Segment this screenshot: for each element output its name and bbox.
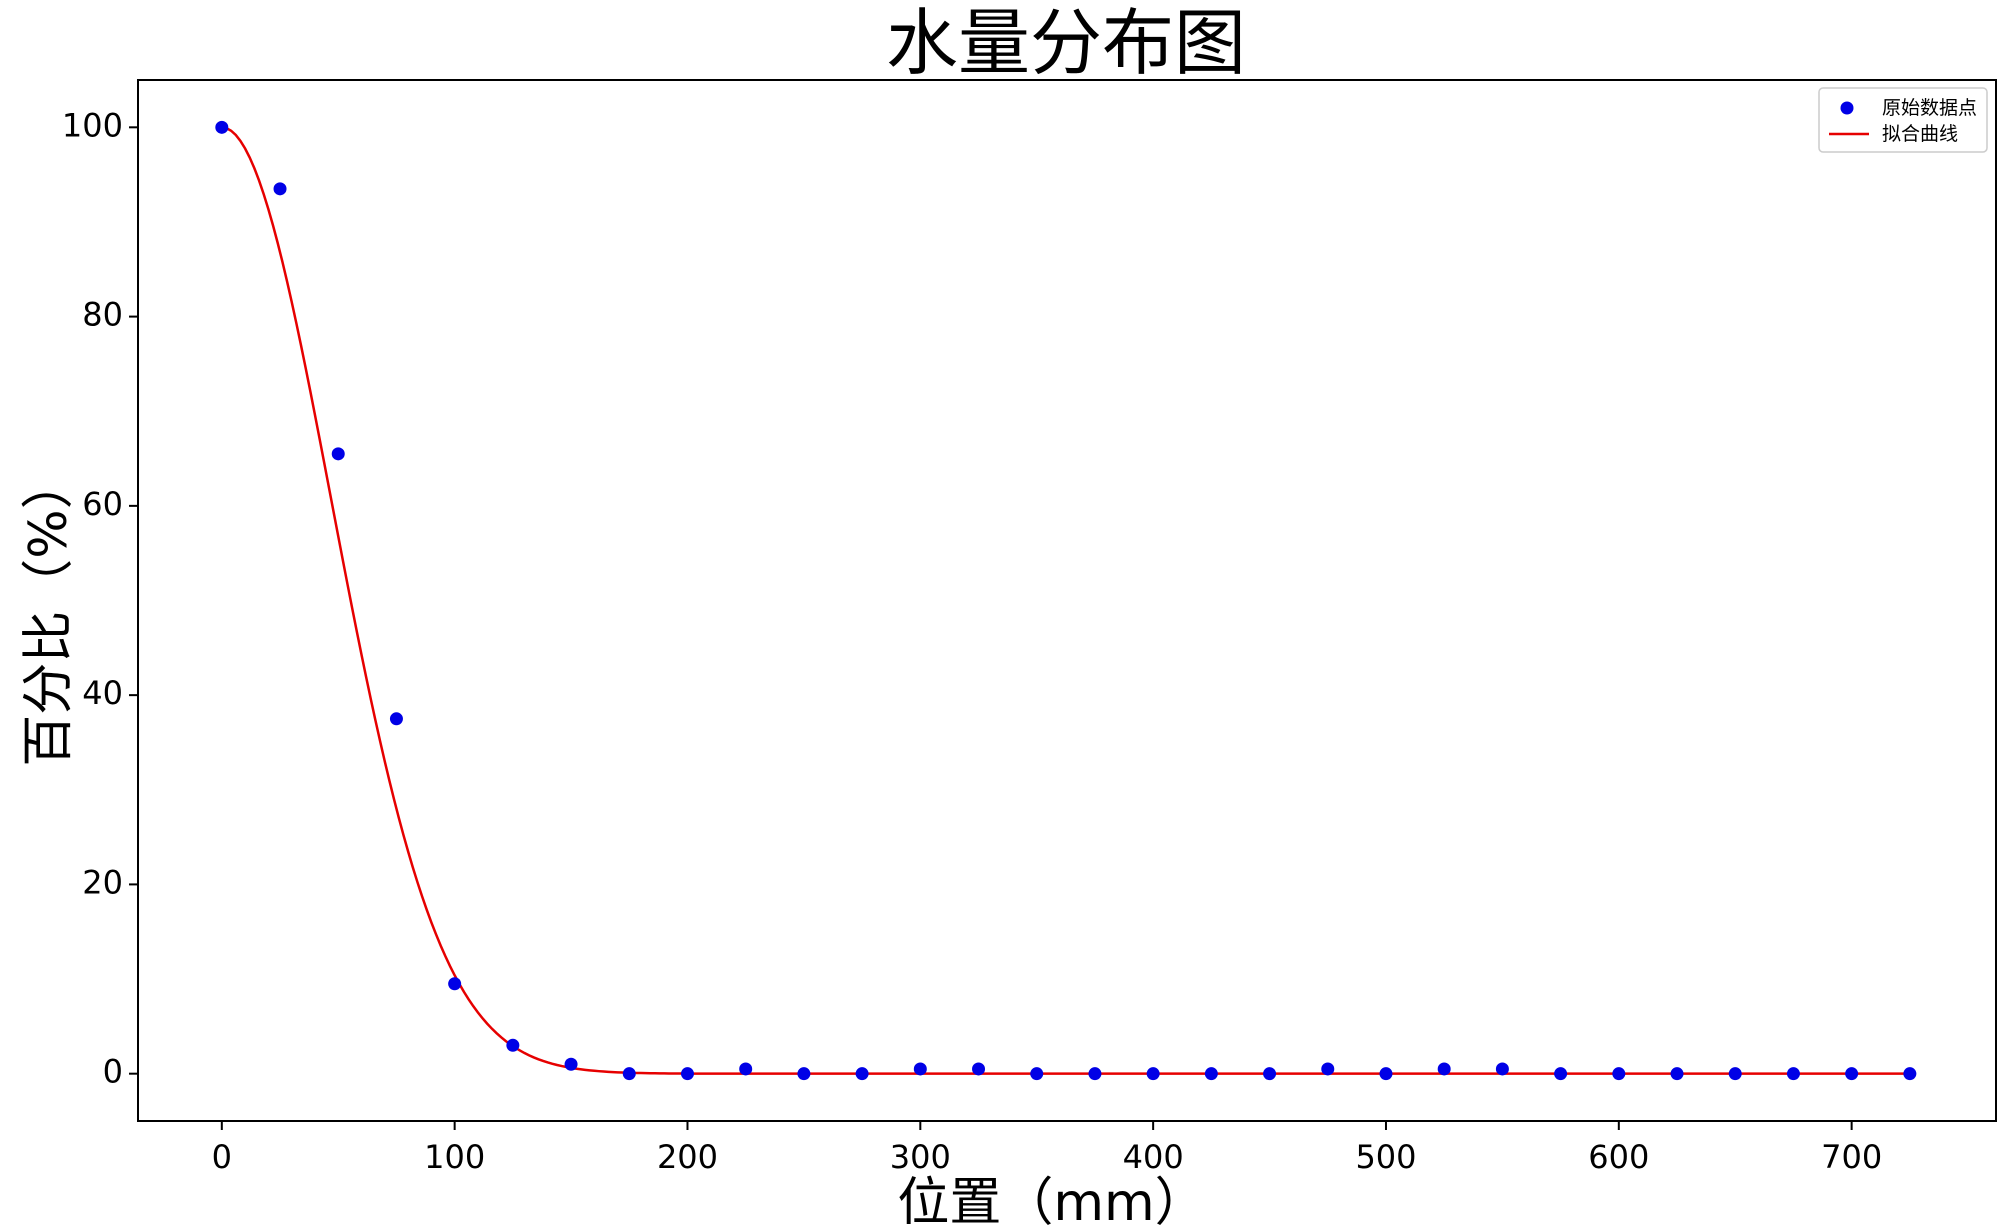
data-point xyxy=(855,1067,869,1081)
data-point xyxy=(1204,1067,1218,1081)
data-point xyxy=(1670,1067,1684,1081)
y-tick-label: 100 xyxy=(62,106,123,144)
x-axis-label: 位置（mm） xyxy=(897,1173,1206,1229)
data-point xyxy=(797,1067,811,1081)
chart-title: 水量分布图 xyxy=(886,1,1246,85)
axes-frame xyxy=(137,79,1997,1122)
data-points-layer xyxy=(215,120,1917,1081)
data-point xyxy=(622,1067,636,1081)
data-point xyxy=(1437,1062,1451,1076)
data-point xyxy=(1612,1067,1626,1081)
data-point xyxy=(1263,1067,1277,1081)
data-point xyxy=(1146,1067,1160,1081)
data-point xyxy=(1495,1062,1509,1076)
data-point xyxy=(739,1062,753,1076)
data-point xyxy=(1554,1067,1568,1081)
data-point xyxy=(1728,1067,1742,1081)
data-point xyxy=(1030,1067,1044,1081)
data-point xyxy=(389,712,403,726)
legend-label-line: 拟合曲线 xyxy=(1882,123,1958,145)
data-point xyxy=(1088,1067,1102,1081)
x-tick-label: 500 xyxy=(1355,1138,1416,1176)
fit-curve-layer xyxy=(221,126,1908,1075)
legend: 原始数据点 拟合曲线 xyxy=(1818,87,1988,153)
data-point xyxy=(1786,1067,1800,1081)
data-point xyxy=(331,447,345,461)
data-point xyxy=(1903,1067,1917,1081)
data-point xyxy=(273,182,287,196)
data-point xyxy=(913,1062,927,1076)
legend-marker-scatter xyxy=(1840,101,1854,115)
y-tick-label: 0 xyxy=(103,1053,123,1091)
axis-ticks: 0 100 200 300 400 500 600 700 0 20 40 60 80 100 xyxy=(62,106,1882,1176)
data-point xyxy=(1321,1062,1335,1076)
x-tick-label: 0 xyxy=(212,1138,232,1176)
y-tick-label: 20 xyxy=(82,863,123,901)
y-axis-label: 百分比（%） xyxy=(19,457,79,766)
legend-box xyxy=(1818,87,1988,153)
y-tick-label: 40 xyxy=(82,674,123,712)
fit-curve xyxy=(221,126,1908,1075)
plot-area: 0 100 200 300 400 500 600 700 0 20 40 60 80 100 xyxy=(62,79,1997,1176)
data-point xyxy=(448,977,462,991)
y-tick-label: 80 xyxy=(82,296,123,334)
x-tick-label: 700 xyxy=(1821,1138,1882,1176)
x-tick-label: 600 xyxy=(1588,1138,1649,1176)
x-tick-label: 100 xyxy=(424,1138,485,1176)
data-point xyxy=(215,120,229,134)
data-point xyxy=(680,1067,694,1081)
x-tick-label: 400 xyxy=(1123,1138,1184,1176)
data-point xyxy=(972,1062,986,1076)
data-point xyxy=(1845,1067,1859,1081)
data-point xyxy=(506,1038,520,1052)
legend-label-scatter: 原始数据点 xyxy=(1882,97,1977,119)
x-tick-label: 300 xyxy=(890,1138,951,1176)
x-tick-label: 200 xyxy=(657,1138,718,1176)
data-point xyxy=(564,1057,578,1071)
y-tick-label: 60 xyxy=(82,485,123,523)
data-point xyxy=(1379,1067,1393,1081)
